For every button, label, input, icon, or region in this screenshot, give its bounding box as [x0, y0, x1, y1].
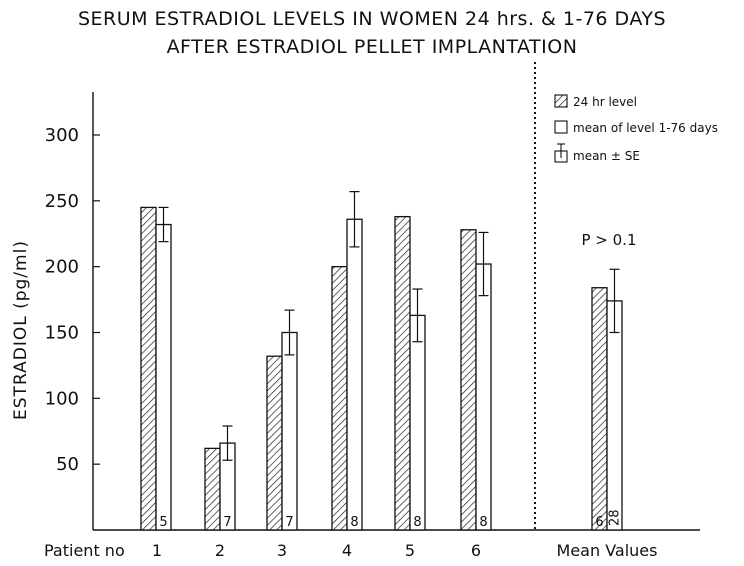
- y-tick-label-200: 200: [45, 257, 79, 278]
- legend-label-se: mean ± SE: [573, 149, 640, 163]
- bar-24hr-2: [204, 447, 221, 531]
- bar-mean-4: [346, 218, 363, 531]
- n-label-6: 8: [479, 515, 487, 530]
- y-axis-label: ESTRADIOL (pg/ml): [11, 240, 31, 420]
- n-label-2: 7: [223, 515, 231, 530]
- bar-24hr-3: [266, 355, 283, 531]
- x-axis-label: Patient no: [44, 541, 125, 560]
- x-tick-label-7: Mean Values: [557, 541, 658, 560]
- y-tick-label-50: 50: [56, 454, 79, 475]
- bar-24hr-1: [140, 206, 157, 531]
- bar-mean-7: [606, 300, 623, 531]
- legend-swatch-mean: [554, 120, 568, 134]
- y-tick-label-100: 100: [45, 388, 79, 409]
- n-label-3: 7: [285, 515, 293, 530]
- bar-24hr-4: [331, 266, 348, 531]
- n-label-4: 8: [350, 515, 358, 530]
- x-tick-label-6: 6: [471, 541, 481, 560]
- bar-mean-5: [409, 314, 426, 531]
- x-tick-label-1: 1: [152, 541, 162, 560]
- y-tick-label-300: 300: [45, 125, 79, 146]
- p-value-annotation: P > 0.1: [581, 231, 636, 249]
- bar-24hr-7: [591, 287, 608, 531]
- x-tick-label-2: 2: [215, 541, 225, 560]
- bar-mean-1: [155, 223, 172, 531]
- bar-mean-3: [281, 331, 298, 531]
- n-label-mean-24hr: 6: [595, 515, 603, 530]
- y-tick-label-250: 250: [45, 191, 79, 212]
- n-label-mean: 28: [608, 509, 623, 526]
- bar-24hr-5: [394, 215, 411, 531]
- legend-swatch-24hr: [554, 94, 568, 108]
- x-tick-label-4: 4: [342, 541, 352, 560]
- x-tick-label-3: 3: [277, 541, 287, 560]
- chart-title-line-1: SERUM ESTRADIOL LEVELS IN WOMEN 24 hrs. …: [77, 8, 667, 30]
- n-label-5: 8: [413, 515, 421, 530]
- legend-label-mean: mean of level 1-76 days: [573, 121, 718, 135]
- chart-title-line-2: AFTER ESTRADIOL PELLET IMPLANTATION: [166, 36, 578, 58]
- bar-mean-6: [475, 263, 492, 531]
- legend-label-24hr: 24 hr level: [573, 95, 637, 109]
- n-label-1: 5: [159, 515, 167, 530]
- y-tick-label-150: 150: [45, 322, 79, 343]
- bar-24hr-6: [460, 229, 477, 531]
- x-tick-label-5: 5: [405, 541, 415, 560]
